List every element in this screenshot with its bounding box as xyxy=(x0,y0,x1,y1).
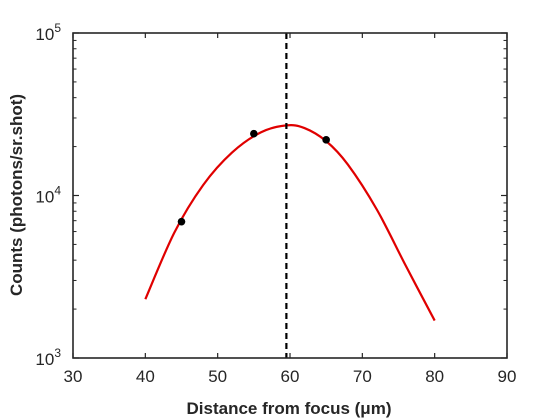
data-point-0 xyxy=(177,217,186,226)
x-tick-label: 30 xyxy=(64,367,83,386)
x-tick-label: 50 xyxy=(208,367,227,386)
axes: 30 40 50 60 70 80 90 103 104 105 xyxy=(35,21,516,386)
x-axis-label: Distance from focus (μm) xyxy=(187,399,392,418)
plot-area xyxy=(144,33,436,358)
y-tick-label: 103 xyxy=(35,346,61,369)
x-tick-label: 60 xyxy=(281,367,300,386)
data-point-1 xyxy=(250,129,258,138)
y-tick-label: 104 xyxy=(35,184,61,207)
y-axis-label: Counts (photons/sr.shot) xyxy=(7,94,26,296)
x-tick-label: 80 xyxy=(425,367,444,386)
data-point-2 xyxy=(322,136,330,144)
x-tick-label: 90 xyxy=(498,367,517,386)
y-tick-label: 105 xyxy=(35,21,61,44)
x-tick-label: 40 xyxy=(136,367,155,386)
x-tick-label: 70 xyxy=(353,367,372,386)
fit-curve-line xyxy=(144,124,436,322)
plot-clip-group xyxy=(144,33,436,358)
